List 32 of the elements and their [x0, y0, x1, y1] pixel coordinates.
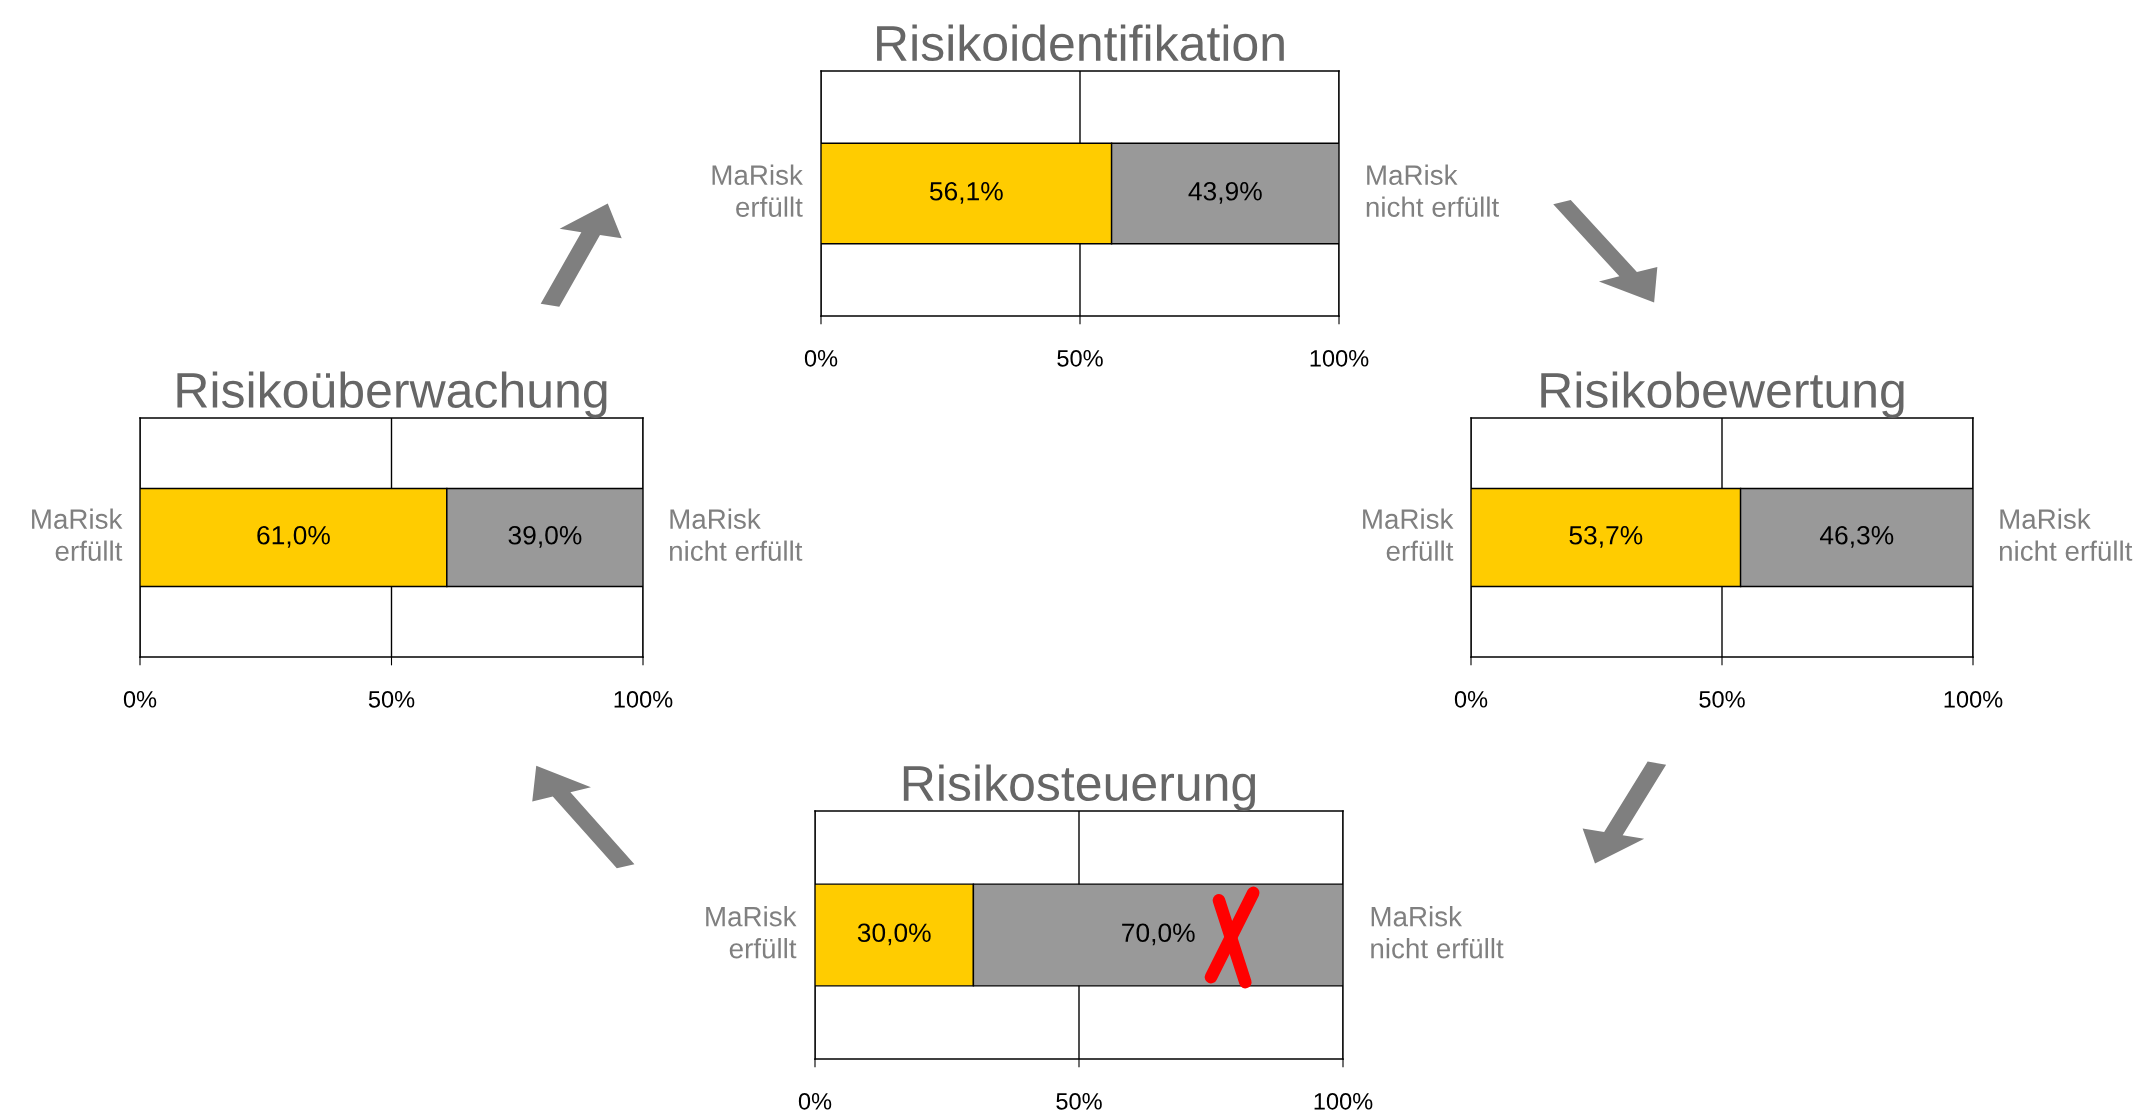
x-tick-label: 0%: [123, 690, 157, 708]
x-tick-label: 0%: [1454, 690, 1488, 708]
x-tick-label: 100%: [614, 690, 673, 708]
chart-title: Risikosteuerung: [903, 764, 1256, 811]
x-tick-label: 100%: [1314, 1092, 1373, 1110]
x-tick-label: 0%: [798, 1092, 832, 1110]
data-label: 70,0%: [1122, 923, 1195, 946]
x-tick-label: 50%: [368, 690, 415, 708]
chart-title: Risikoüberwachung: [177, 371, 607, 418]
chart-title: Risikoidentifikation: [877, 24, 1284, 62]
series-label: MaRisk erfüllt: [706, 906, 797, 959]
series-label: MaRisk nicht erfüllt: [1366, 164, 1500, 217]
x-tick-label: 50%: [1699, 690, 1745, 708]
data-label: 43,9%: [1188, 181, 1262, 204]
series-label: MaRisk erfüllt: [1363, 508, 1454, 561]
data-label: 39,0%: [508, 525, 582, 548]
data-label: 46,3%: [1819, 525, 1894, 548]
data-label: 30,0%: [857, 923, 931, 946]
x-tick-label: 50%: [1056, 1092, 1102, 1110]
chart-title: Risikobewertung: [1541, 371, 1904, 418]
series-label: MaRisk erfüllt: [32, 508, 123, 561]
x-tick-label: 100%: [1310, 349, 1369, 367]
series-label: MaRisk erfüllt: [712, 164, 803, 217]
series-label: MaRisk nicht erfüllt: [1999, 508, 2133, 561]
series-label: MaRisk nicht erfüllt: [669, 508, 803, 561]
data-label: 53,7%: [1569, 525, 1643, 548]
data-label: 56,1%: [929, 181, 1003, 204]
data-label: 61,0%: [257, 525, 330, 548]
x-tick-label: 50%: [1057, 349, 1103, 367]
x-tick-label: 100%: [1944, 690, 2003, 708]
series-label: MaRisk nicht erfüllt: [1371, 906, 1504, 959]
x-tick-label: 0%: [804, 349, 838, 367]
